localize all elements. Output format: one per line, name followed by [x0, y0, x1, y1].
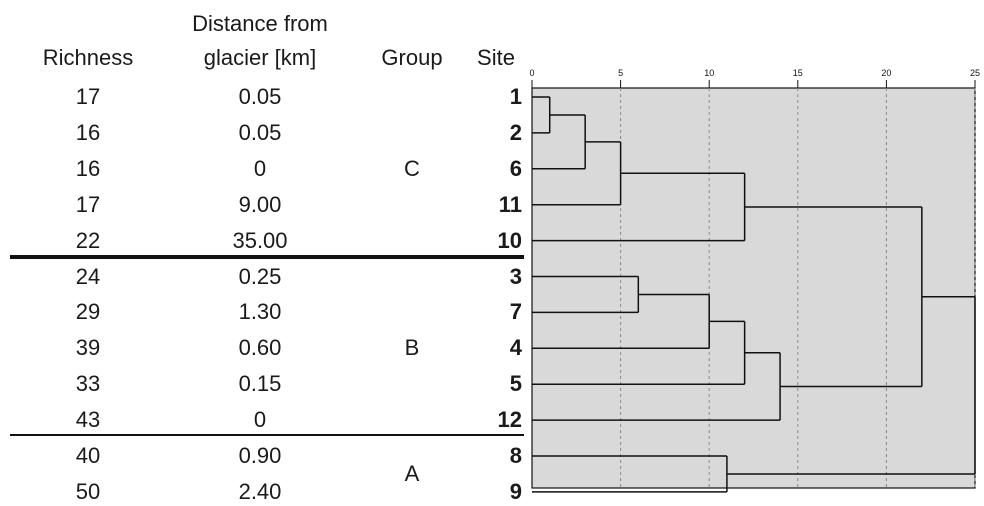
richness-cell: 16: [75, 119, 101, 145]
axis-tick-label: 5: [618, 68, 623, 78]
distance-cell: 0.05: [238, 119, 282, 145]
distance-cell: 0.90: [238, 443, 282, 468]
axis-tick-label: 15: [793, 68, 803, 78]
header-richness: Richness: [42, 45, 134, 70]
site-label: 4: [509, 335, 522, 361]
site-label: 10: [497, 227, 522, 253]
richness-cell: 17: [75, 191, 101, 217]
site-label: 1: [509, 84, 522, 109]
header-site: Site: [477, 45, 515, 70]
richness-cell: 22: [75, 227, 101, 253]
distance-cell: 0.15: [238, 371, 282, 397]
axis-tick-label: 0: [529, 68, 534, 78]
plot-area: [531, 87, 976, 489]
site-label: 5: [509, 371, 522, 397]
axis-tick-label: 25: [970, 68, 980, 78]
site-label: 2: [509, 119, 522, 145]
group-divider-ba: [10, 434, 524, 436]
distance-cell: 0.05: [238, 84, 282, 109]
header-distance-line1: Distance from: [192, 11, 328, 36]
distance-cell: 9.00: [238, 191, 282, 217]
richness-cell: 24: [75, 263, 101, 289]
group-label: B: [404, 335, 420, 361]
distance-cell: 0.25: [238, 263, 282, 289]
header-group: Group: [381, 45, 443, 70]
richness-cell: 17: [75, 84, 101, 109]
site-label: 12: [497, 407, 522, 433]
distance-cell: 0.60: [238, 335, 282, 361]
distance-cell: 0: [253, 155, 267, 181]
header-distance-line2: glacier [km]: [203, 45, 317, 70]
distance-cell: 0: [253, 407, 267, 433]
richness-cell: 39: [75, 335, 101, 361]
richness-cell: 29: [75, 299, 101, 325]
site-label: 3: [509, 263, 522, 289]
site-label: 6: [509, 155, 522, 181]
distance-cell: 2.40: [238, 478, 282, 504]
site-label: 8: [509, 443, 522, 468]
distance-cell: 35.00: [232, 227, 288, 253]
group-label: C: [404, 155, 420, 181]
richness-cell: 16: [75, 155, 101, 181]
site-label: 11: [498, 191, 522, 217]
site-label: 7: [509, 299, 522, 325]
richness-cell: 33: [75, 371, 101, 397]
site-label: 9: [509, 478, 522, 504]
distance-cell: 1.30: [238, 299, 282, 325]
group-divider-cb: [10, 255, 524, 259]
group-label: A: [404, 460, 420, 486]
axis-tick-label: 10: [704, 68, 714, 78]
richness-cell: 50: [75, 478, 101, 504]
richness-cell: 40: [75, 443, 101, 468]
richness-cell: 43: [75, 407, 101, 433]
axis-tick-label: 20: [881, 68, 891, 78]
